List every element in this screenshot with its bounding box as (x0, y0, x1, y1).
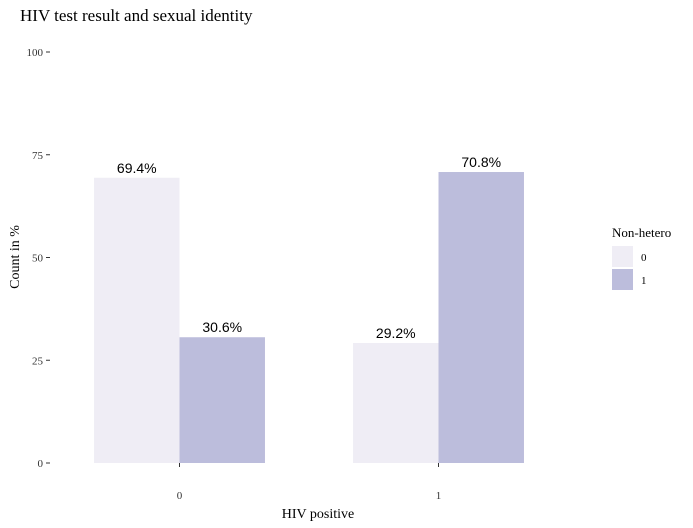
data-labels: 69.4% 29.2% 30.6% 70.8% (117, 154, 501, 341)
bar-cat1-series0 (353, 342, 439, 463)
chart-title: HIV test result and sexual identity (20, 6, 253, 25)
legend-title: Non-hetero (612, 225, 671, 240)
legend-label-0: 0 (641, 252, 647, 264)
y-tick-label-1: 25 (32, 355, 44, 367)
y-tick-label-2: 50 (32, 253, 44, 265)
legend-key-0 (612, 246, 633, 267)
data-label-cat0-series0: 69.4% (117, 160, 157, 176)
y-tick-label-4: 100 (27, 47, 44, 59)
x-tick-label-0: 0 (177, 490, 183, 502)
data-label-cat1-series0: 29.2% (376, 325, 416, 341)
y-tick-label-0: 0 (38, 458, 44, 470)
y-tick-label-3: 75 (32, 150, 44, 162)
bars (94, 172, 524, 464)
legend-key-1 (612, 269, 633, 290)
y-axis-title: Count in % (8, 225, 23, 289)
legend: Non-hetero 0 1 (612, 225, 671, 290)
bar-cat1-series1 (438, 172, 524, 463)
data-label-cat0-series1: 30.6% (202, 319, 242, 335)
bar-cat0-series1 (179, 337, 265, 463)
x-axis-title: HIV positive (282, 507, 354, 522)
data-label-cat1-series1: 70.8% (461, 154, 501, 170)
bar-cat0-series0 (94, 177, 180, 464)
x-tick-label-1: 1 (436, 490, 442, 502)
legend-label-1: 1 (641, 275, 647, 287)
y-axis: 0 25 50 75 100 (27, 47, 50, 470)
